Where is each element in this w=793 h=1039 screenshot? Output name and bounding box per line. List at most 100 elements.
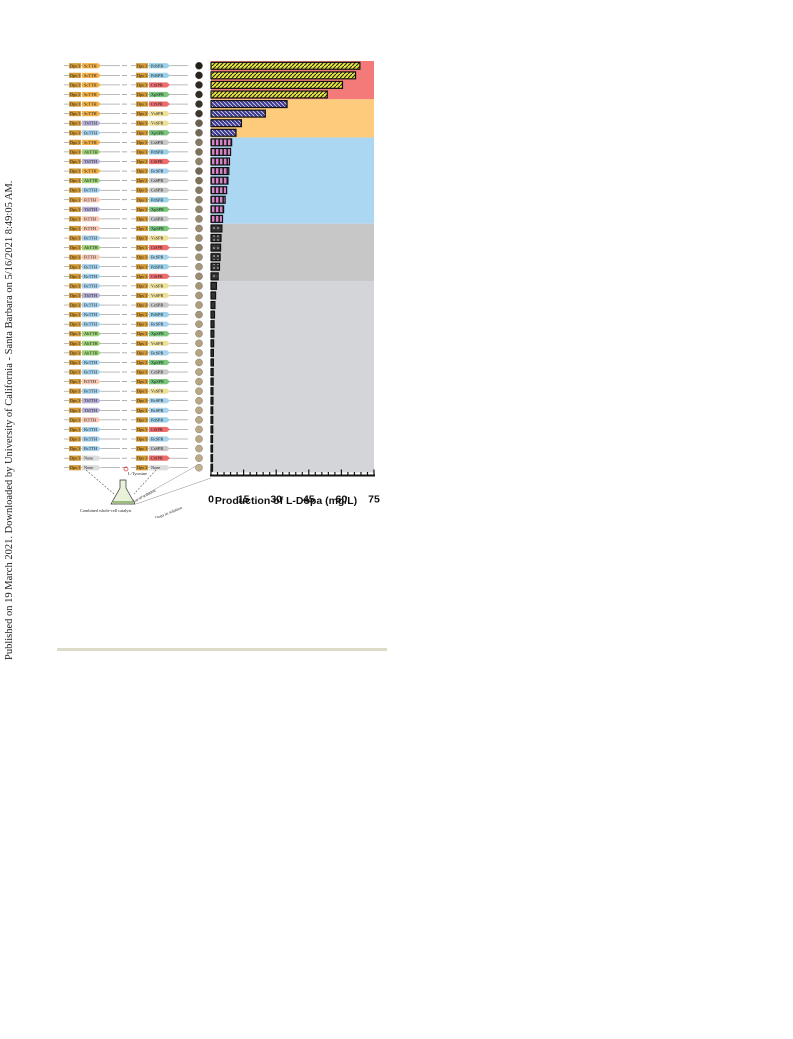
promoter-tag [69, 216, 81, 222]
left-enzyme-label: BcTTH [84, 427, 97, 432]
enzyme-tag [149, 120, 170, 126]
promoter-tag [69, 130, 81, 136]
enzyme-tag [149, 426, 170, 433]
promoter-label: Dps 1 [137, 408, 147, 413]
right-enzyme-label: CtSPR [151, 102, 163, 107]
promoter-label: Dps 1 [70, 437, 80, 442]
solution-dot [195, 377, 203, 386]
solution-dot [195, 301, 203, 309]
tyrosine-molecule-icon [123, 466, 129, 472]
promoter-tag [69, 149, 81, 155]
promoter-tag [136, 139, 148, 145]
solution-dot [195, 387, 203, 395]
promoter-label: Dps 1 [137, 226, 147, 231]
bar [210, 243, 222, 252]
promoter-tag [136, 245, 148, 251]
solution-dot [195, 215, 203, 223]
right-enzyme-label: PdSPR [151, 312, 163, 317]
promoter-label: Dps 1 [137, 322, 147, 327]
promoter-tag [69, 225, 81, 232]
promoter-label: Dps 1 [137, 245, 147, 250]
promoter-label: Dps 1 [70, 236, 80, 241]
solution-dot [195, 119, 203, 127]
promoter-label: Dps 1 [137, 370, 147, 375]
solution-dot [195, 435, 203, 443]
promoter-label: Dps 1 [137, 312, 147, 317]
promoter-label: Dps 1 [70, 63, 80, 68]
right-enzyme-label: VsSPR [151, 293, 164, 298]
promoter-label: Dps 1 [70, 245, 80, 250]
left-enzyme-label: BcTTH [84, 437, 97, 442]
solution-dot [195, 157, 203, 166]
left-enzyme-label: ScTTH [84, 82, 97, 87]
left-enzyme-label: AbTTH [84, 331, 98, 336]
enzyme-tag [149, 111, 170, 117]
solution-dot [195, 205, 203, 214]
promoter-tag [69, 82, 81, 88]
enzyme-tag [82, 445, 101, 452]
promoter-tag [69, 398, 81, 404]
catalyst-label: Combined whole-cell catalyst [80, 508, 132, 513]
promoter-tag [69, 101, 81, 107]
enzyme-tag [82, 130, 101, 136]
promoter-tag [69, 445, 81, 452]
right-enzyme-label: CsSPR [151, 216, 163, 221]
right-enzyme-label: XpSPR [151, 226, 164, 231]
left-enzyme-label: ThTTH [84, 159, 97, 164]
bar [210, 425, 214, 434]
promoter-label: Dps 1 [70, 216, 80, 221]
enzyme-tag [149, 388, 170, 394]
bar [210, 71, 357, 80]
solution-dot [195, 349, 203, 357]
bar [210, 463, 214, 472]
promoter-tag [69, 407, 81, 413]
promoter-tag [136, 321, 148, 327]
enzyme-tag [149, 216, 170, 222]
right-enzyme-label: CsSPR [151, 370, 163, 375]
solution-dot [195, 444, 203, 453]
bar [210, 415, 214, 424]
enzyme-tag [149, 225, 170, 232]
right-enzyme-label: XpSPR [151, 331, 164, 336]
enzyme-tag [149, 178, 170, 184]
enzyme-tag [149, 254, 170, 260]
promoter-tag [136, 283, 148, 289]
promoter-label: Dps 1 [137, 417, 147, 422]
promoter-tag [136, 178, 148, 184]
promoter-label: Dps 1 [70, 446, 80, 451]
right-enzyme-label: XpSPR [151, 360, 164, 365]
enzyme-tag [82, 426, 101, 433]
enzyme-tag [82, 245, 101, 251]
promoter-label: Dps 1 [70, 408, 80, 413]
left-enzyme-label: BcTTH [84, 389, 97, 394]
right-enzyme-label: CtSPR [151, 427, 163, 432]
right-enzyme-label: VsSPR [151, 121, 164, 126]
right-enzyme-label: BcSPR [151, 398, 164, 403]
promoter-tag [136, 235, 148, 241]
enzyme-tag [82, 378, 101, 385]
enzyme-tag [149, 455, 170, 461]
solution-dot [195, 263, 203, 271]
right-enzyme-label: BcSPR [151, 350, 164, 355]
promoter-tag [69, 283, 81, 289]
solution-dot [195, 329, 203, 338]
zone-gray [211, 223, 374, 282]
left-enzyme-label: BcTTH [84, 446, 97, 451]
promoter-tag [136, 63, 148, 69]
solution-dot [195, 320, 203, 328]
enzyme-tag [82, 273, 101, 279]
left-enzyme-label: BcTTH [84, 312, 97, 317]
right-enzyme-label: CsSPR [151, 446, 163, 451]
enzyme-tag [149, 273, 170, 279]
bar [210, 205, 225, 214]
bar [210, 119, 243, 128]
bar [210, 233, 222, 243]
promoter-tag [136, 187, 148, 193]
enzyme-tag [149, 321, 170, 327]
left-enzyme-label: AbTTH [84, 178, 98, 183]
promoter-tag [136, 130, 148, 136]
solution-dot [195, 253, 203, 261]
enzyme-tag [149, 197, 170, 203]
promoter-tag [136, 111, 148, 117]
right-enzyme-label: VsSPR [151, 389, 164, 394]
